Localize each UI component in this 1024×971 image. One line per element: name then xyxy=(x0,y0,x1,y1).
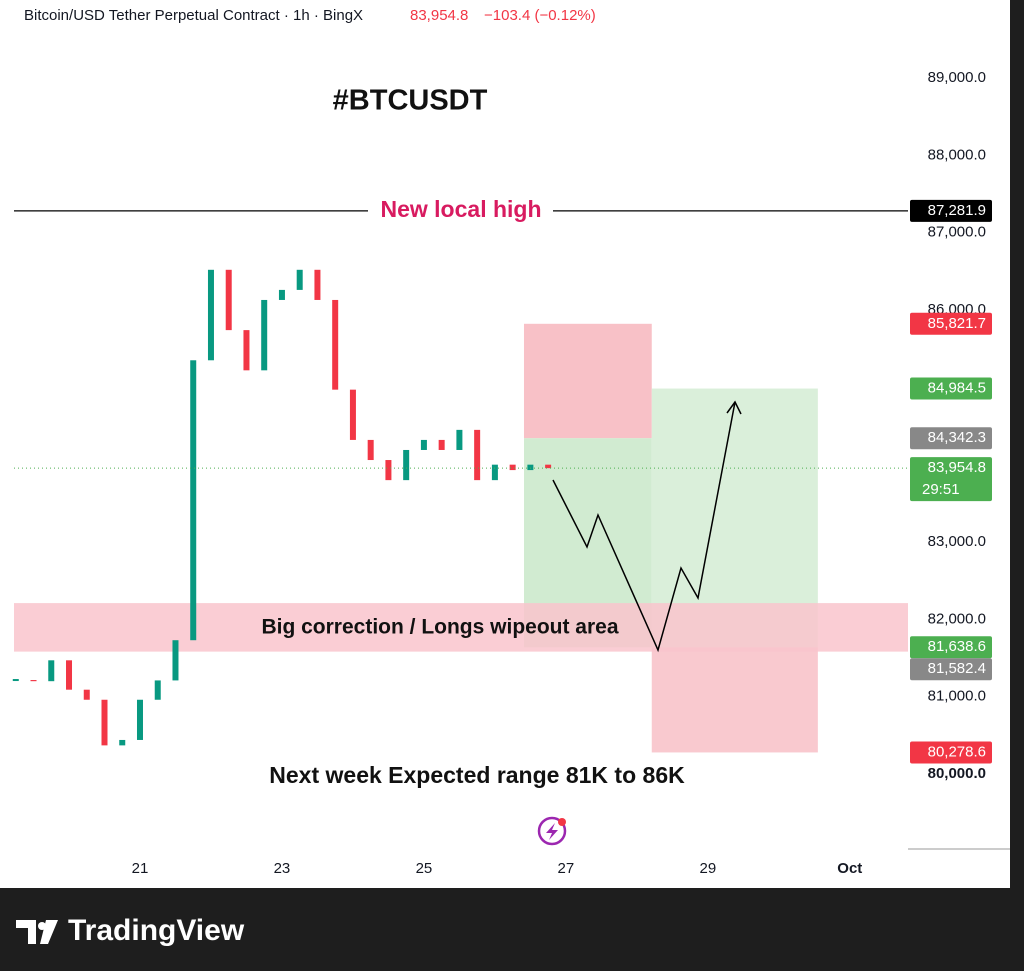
price-tag xyxy=(910,427,992,450)
y-tick-label: 81,000.0 xyxy=(928,688,986,705)
icon-bolt xyxy=(546,823,558,840)
icon-dot xyxy=(558,818,566,826)
y-tick-label: 80,000.0 xyxy=(928,765,986,782)
symbol-header: Bitcoin/USD Tether Perpetual Contract · … xyxy=(24,7,363,24)
icon xyxy=(537,816,567,846)
forecast-arrowhead xyxy=(726,400,742,415)
candle xyxy=(278,289,285,300)
candle xyxy=(403,449,410,481)
candle xyxy=(332,299,339,390)
side-frame xyxy=(1010,0,1024,888)
candle xyxy=(243,330,250,371)
candle xyxy=(314,269,321,300)
candle xyxy=(101,699,108,746)
x-tick-label: 23 xyxy=(274,860,291,877)
x-tick-label: 27 xyxy=(558,860,575,877)
price-tag-label: 84,984.5 xyxy=(928,380,986,397)
price-tag xyxy=(910,377,992,400)
price-tag-countdown: 29:51 xyxy=(922,481,960,498)
price-tag xyxy=(910,199,992,222)
forecast-path xyxy=(552,401,736,653)
candle xyxy=(225,269,232,331)
price-tag-label: 81,582.4 xyxy=(928,660,986,677)
candle xyxy=(296,269,303,290)
y-tick-label: 83,000.0 xyxy=(928,533,986,550)
zone-annotation: Big correction / Longs wipeout area xyxy=(261,616,618,639)
candle xyxy=(119,739,126,746)
candle xyxy=(261,299,268,371)
candle xyxy=(12,679,19,682)
brand-logo-dot xyxy=(38,922,46,930)
candle xyxy=(190,360,197,641)
candle xyxy=(48,660,55,682)
y-tick-label: 88,000.0 xyxy=(928,146,986,163)
candle xyxy=(456,429,463,450)
candle xyxy=(172,640,179,681)
x-tick-label: Oct xyxy=(837,860,862,877)
candle xyxy=(30,680,37,682)
price-tag-label: 83,954.8 xyxy=(928,459,986,476)
header-price: 83,954.8 xyxy=(410,7,468,24)
zone xyxy=(651,647,818,753)
candle xyxy=(509,464,516,471)
candle xyxy=(527,464,534,471)
price-tag-label: 84,342.3 xyxy=(928,429,986,446)
range-annotation: Next week Expected range 81K to 86K xyxy=(269,762,685,788)
zone xyxy=(14,603,908,652)
high-annotation: New local high xyxy=(380,196,541,222)
candle xyxy=(154,680,161,700)
candle xyxy=(438,439,445,450)
candle xyxy=(420,439,427,450)
chart-background xyxy=(0,0,1010,888)
price-tag xyxy=(910,457,992,502)
price-tag-label: 85,821.7 xyxy=(928,315,986,332)
y-tick-label: 89,000.0 xyxy=(928,69,986,86)
x-tick-label: 21 xyxy=(132,860,149,877)
price-tag-label: 81,638.6 xyxy=(928,638,986,655)
zone xyxy=(523,323,652,439)
candle xyxy=(367,439,374,461)
candle xyxy=(136,699,143,740)
x-tick-label: 29 xyxy=(699,860,716,877)
price-tag xyxy=(910,658,992,681)
brand-logo xyxy=(16,920,58,944)
candle xyxy=(385,460,392,481)
header-change: −103.4 (−0.12%) xyxy=(484,7,596,24)
candle xyxy=(207,269,214,361)
candle xyxy=(66,660,73,690)
price-tag-label: 80,278.6 xyxy=(928,743,986,760)
candle xyxy=(349,389,356,440)
candle xyxy=(474,429,481,481)
candle xyxy=(545,464,552,469)
price-tag xyxy=(910,741,992,764)
chart-title: #BTCUSDT xyxy=(333,85,488,117)
brand-name: TradingView xyxy=(68,914,245,947)
candle xyxy=(491,464,498,481)
y-tick-label: 82,000.0 xyxy=(928,610,986,627)
price-tag xyxy=(910,312,992,335)
price-tag-label: 87,281.9 xyxy=(928,202,986,219)
price-tag xyxy=(910,636,992,659)
candle xyxy=(83,689,90,700)
y-tick-label: 87,000.0 xyxy=(928,224,986,241)
x-tick-label: 25 xyxy=(416,860,433,877)
